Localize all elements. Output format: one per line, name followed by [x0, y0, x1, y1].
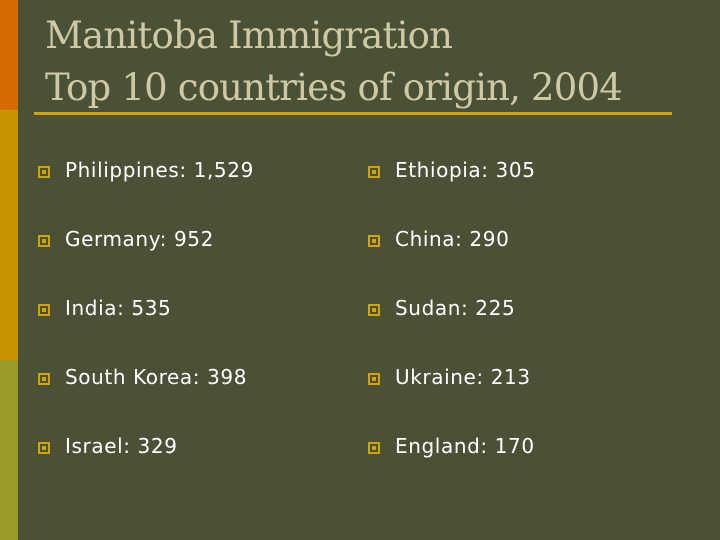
square-bullet-icon	[368, 235, 380, 247]
title-underline	[34, 112, 672, 115]
square-bullet-icon	[368, 304, 380, 316]
square-bullet-icon	[368, 373, 380, 385]
list-item-text: China: 290	[395, 227, 510, 251]
list-item-text: Israel: 329	[65, 434, 178, 458]
square-bullet-icon	[38, 235, 50, 247]
square-bullet-icon	[38, 304, 50, 316]
list-item-text: Sudan: 225	[395, 296, 516, 320]
slide-title: Manitoba Immigration Top 10 countries of…	[45, 10, 623, 114]
list-item-text: Philippines: 1,529	[65, 158, 254, 182]
list-item-text: India: 535	[65, 296, 172, 320]
title-line-1: Manitoba Immigration	[45, 14, 453, 57]
list-item-text: Germany: 952	[65, 227, 214, 251]
list-item-text: Ukraine: 213	[395, 365, 531, 389]
list-item-text: Ethiopia: 305	[395, 158, 536, 182]
side-accent-strip	[0, 0, 18, 540]
accent-strip-gold	[0, 110, 18, 360]
title-line-2: Top 10 countries of origin, 2004	[45, 66, 623, 109]
accent-strip-olive	[0, 360, 18, 540]
list-item-text: South Korea: 398	[65, 365, 248, 389]
square-bullet-icon	[38, 166, 50, 178]
square-bullet-icon	[368, 442, 380, 454]
square-bullet-icon	[368, 166, 380, 178]
square-bullet-icon	[38, 373, 50, 385]
list-item-text: England: 170	[395, 434, 535, 458]
square-bullet-icon	[38, 442, 50, 454]
accent-strip-orange	[0, 0, 18, 110]
